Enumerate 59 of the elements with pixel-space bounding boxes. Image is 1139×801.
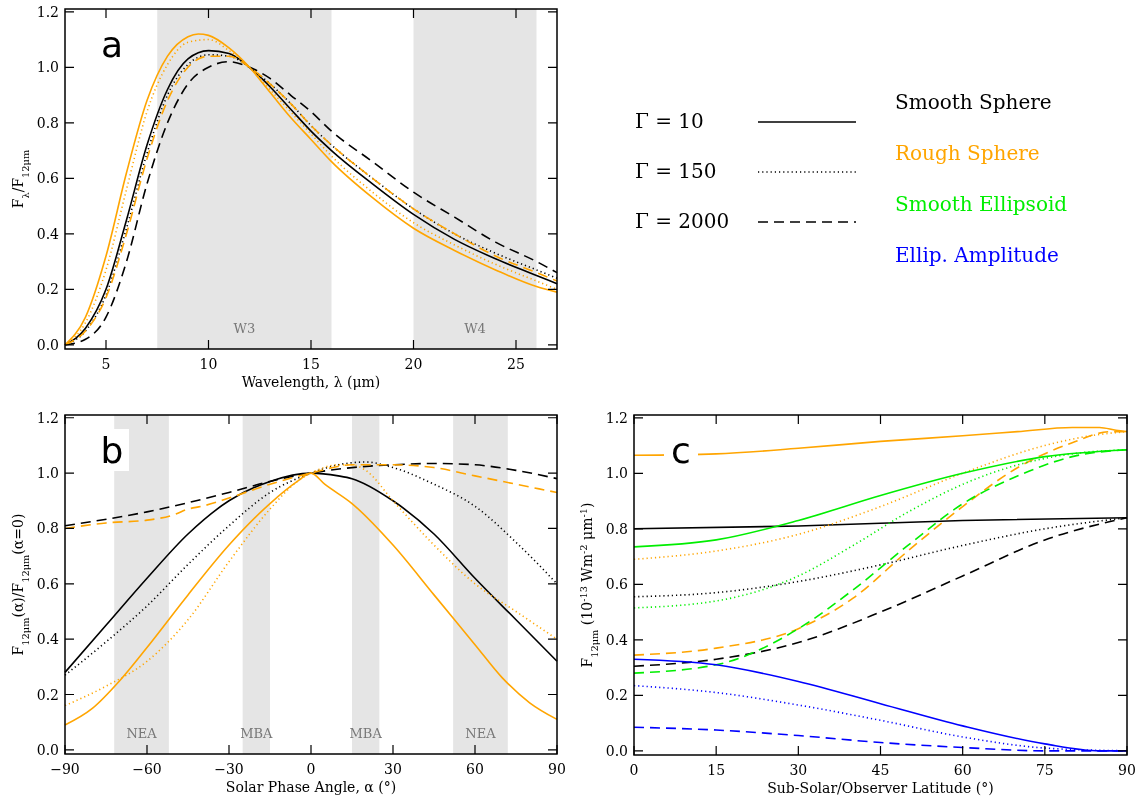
y-tick-label: 0.8	[36, 520, 59, 537]
y-tick-label: 0.0	[36, 336, 59, 353]
y-tick-label: 1.0	[605, 465, 628, 482]
y-tick-label: 0.0	[36, 741, 59, 758]
x-tick-label: −90	[50, 761, 80, 777]
band-label: W3	[233, 321, 256, 336]
text: Γ = 10	[635, 109, 704, 133]
x-tick-label: 45	[871, 762, 890, 778]
chart-title: a	[100, 24, 124, 65]
x-tick-label: 30	[384, 761, 402, 777]
band-label: NEA	[465, 726, 497, 741]
x-tick-label: 0	[629, 762, 639, 778]
text: Ellip. Amplitude	[895, 243, 1059, 267]
x-tick-label: 75	[1035, 762, 1054, 778]
text: Γ = 150	[635, 159, 717, 183]
text: Γ = 2000	[635, 209, 730, 233]
y-tick-label: 1.0	[36, 59, 59, 76]
y-tick-label: 1.2	[36, 3, 59, 20]
band-label: NEA	[126, 726, 158, 741]
x-axis-title: Wavelength, λ (μm)	[241, 374, 381, 390]
y-tick-label: 0.8	[605, 520, 628, 537]
y-tick-label: 0.4	[36, 631, 60, 648]
text: Smooth Sphere	[895, 90, 1052, 114]
y-tick-label: 0.2	[36, 281, 59, 298]
y-tick-label: 0.6	[36, 575, 60, 592]
y-tick-label: 0.0	[605, 742, 628, 759]
x-tick-label: 60	[953, 762, 972, 778]
x-tick-label: 60	[466, 761, 484, 777]
x-tick-label: 20	[404, 356, 423, 372]
y-tick-label: 0.2	[605, 687, 628, 704]
x-tick-label: 30	[789, 762, 808, 778]
x-tick-label: −60	[132, 761, 162, 777]
text: Smooth Ellipsoid	[895, 192, 1068, 216]
x-axis-title: Solar Phase Angle, α (°)	[225, 779, 397, 795]
chart-title: b	[100, 430, 124, 471]
y-tick-label: 0.6	[605, 576, 629, 593]
y-tick-label: 0.4	[605, 631, 629, 648]
x-tick-label: 15	[302, 356, 320, 372]
band-label: MBA	[240, 726, 274, 741]
y-tick-label: 1.0	[36, 465, 59, 482]
band-label: W4	[464, 321, 486, 336]
y-tick-label: 0.8	[36, 114, 59, 131]
x-tick-label: 90	[1118, 762, 1136, 778]
y-tick-label: 1.2	[36, 409, 59, 426]
x-tick-label: 10	[199, 356, 218, 372]
y-tick-label: 0.2	[36, 686, 59, 703]
x-tick-label: 0	[306, 761, 316, 777]
chart-title: c	[671, 430, 691, 471]
x-tick-label: 5	[101, 356, 111, 372]
x-tick-label: 15	[707, 762, 726, 778]
y-tick-label: 0.4	[36, 225, 60, 242]
x-tick-label: −30	[214, 761, 244, 777]
band-label: MBA	[349, 726, 383, 741]
y-tick-label: 1.2	[605, 409, 628, 426]
x-axis-title: Sub-Solar/Observer Latitude (°)	[767, 780, 994, 796]
x-tick-label: 25	[507, 356, 525, 372]
x-tick-label: 90	[548, 761, 566, 777]
y-tick-label: 0.6	[36, 170, 60, 187]
text: Rough Sphere	[895, 141, 1040, 165]
